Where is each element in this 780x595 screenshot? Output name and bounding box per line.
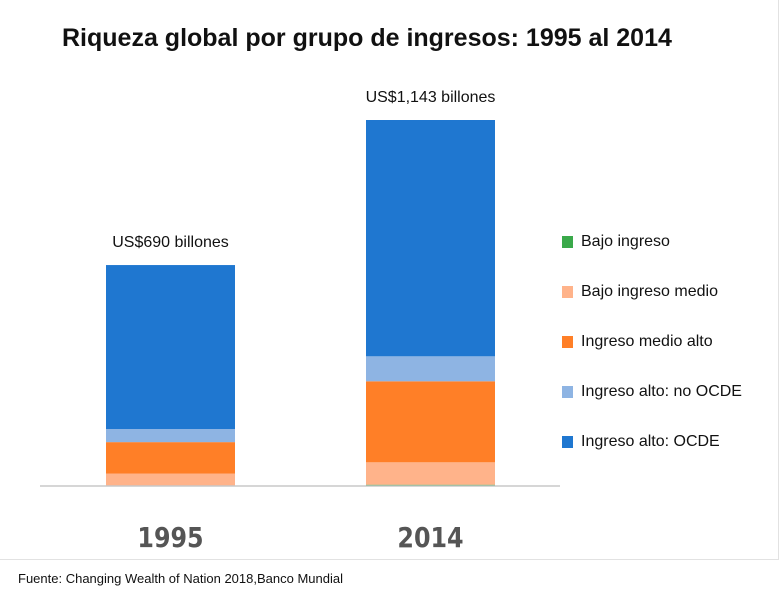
legend-item: Bajo ingreso medio — [562, 282, 718, 302]
source-note: Fuente: Changing Wealth of Nation 2018,B… — [18, 571, 343, 586]
legend-swatch — [562, 236, 573, 248]
legend-swatch — [562, 436, 573, 448]
bar-segment-2014-4 — [366, 356, 495, 382]
bar-segment-2014-2 — [366, 462, 495, 485]
stacked-bar-chart: US$690 billones 1995 US$1,143 billones 2014 — [40, 89, 560, 555]
legend-item: Ingreso alto: no OCDE — [562, 382, 742, 402]
chart-frame — [0, 0, 779, 560]
x-tick-label-1995: 1995 — [137, 522, 203, 554]
bar-segment-1995-2 — [106, 473, 235, 486]
bars-group — [106, 120, 495, 486]
legend-label: Bajo ingreso — [581, 233, 670, 250]
legend-label: Ingreso medio alto — [581, 333, 713, 350]
legend-label: Ingreso alto: OCDE — [581, 433, 720, 450]
bar-segment-1995-4 — [106, 429, 235, 443]
legend-item: Ingreso medio alto — [562, 332, 713, 352]
total-label-2014: US$1,143 billones — [366, 89, 496, 106]
legend-swatch — [562, 286, 573, 298]
chart-title: Riqueza global por grupo de ingresos: 19… — [62, 24, 672, 52]
bar-segment-1995-3 — [106, 442, 235, 474]
legend-label: Ingreso alto: no OCDE — [581, 383, 742, 400]
legend-item: Ingreso alto: OCDE — [562, 432, 720, 452]
bar-segment-2014-5 — [366, 120, 495, 357]
legend-swatch — [562, 336, 573, 348]
legend-item: Bajo ingreso — [562, 232, 670, 252]
x-tick-label-2014: 2014 — [397, 522, 463, 554]
labels-group: US$690 billones 1995 US$1,143 billones 2014 — [112, 89, 495, 555]
bar-segment-1995-5 — [106, 265, 235, 430]
total-label-1995: US$690 billones — [112, 234, 229, 251]
legend-swatch — [562, 386, 573, 398]
legend-label: Bajo ingreso medio — [581, 283, 718, 300]
bar-segment-2014-3 — [366, 381, 495, 463]
